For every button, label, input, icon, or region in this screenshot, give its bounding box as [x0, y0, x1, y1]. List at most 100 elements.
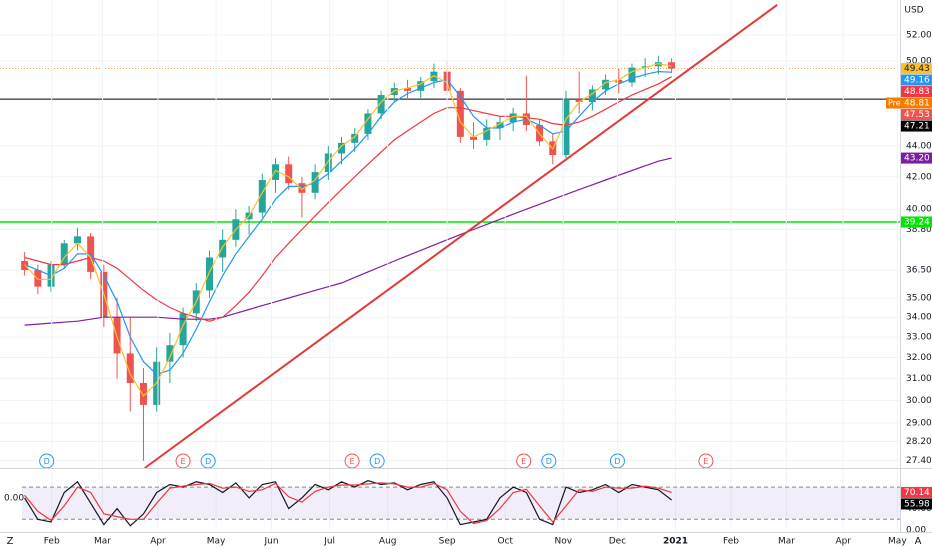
- event-label: D: [205, 457, 211, 466]
- price-label: 70.14: [904, 488, 930, 498]
- candle-body: [404, 88, 412, 91]
- price-label-bg: [901, 74, 932, 86]
- candle-body: [417, 81, 425, 91]
- candle-body: [21, 261, 29, 271]
- osc-left-label: 0.00: [4, 494, 24, 504]
- candle-body: [139, 382, 147, 405]
- candle-body: [364, 113, 372, 134]
- x-tick-label: Jul: [323, 537, 335, 547]
- candle-body: [470, 136, 478, 140]
- event-label: D: [546, 457, 552, 466]
- event-label: E: [521, 457, 526, 466]
- candle-body: [219, 239, 227, 258]
- candle-body: [324, 153, 332, 173]
- price-label-bg: [901, 97, 932, 109]
- y-tick-label: 29.00: [906, 418, 932, 428]
- x-tick-label: Apr: [150, 537, 166, 547]
- candle-body: [456, 90, 464, 137]
- x-tick-label: May: [888, 537, 907, 547]
- candle-body: [668, 62, 676, 69]
- candle-body: [615, 79, 623, 83]
- candle-body: [73, 236, 81, 244]
- x-tick-label: Oct: [497, 537, 513, 547]
- candle-body: [496, 122, 504, 129]
- price-label: 47.53: [904, 110, 930, 120]
- candle-body: [179, 313, 187, 346]
- candle-body: [562, 99, 570, 156]
- x-tick-label: Feb: [44, 537, 60, 547]
- y-tick-label: 34.00: [906, 313, 932, 323]
- y-tick-label: 30.00: [906, 396, 932, 406]
- candle-body: [602, 79, 610, 90]
- candle-body: [430, 71, 438, 82]
- price-label-bg: [901, 152, 932, 164]
- x-tick-label: Aug: [379, 537, 397, 547]
- y-tick-label: 44.00: [906, 141, 932, 151]
- price-label-bg: [901, 486, 932, 498]
- x-tick-label: Sep: [439, 537, 456, 547]
- candle-body: [126, 353, 134, 383]
- y-tick-label: 35.00: [906, 293, 932, 303]
- x-tick-label: Jun: [264, 537, 279, 547]
- candle-body: [285, 164, 293, 184]
- price-label: 43.20: [904, 154, 930, 164]
- candle-body: [351, 133, 359, 143]
- candle-body: [377, 95, 385, 114]
- y-tick-label: 52.00: [906, 30, 932, 40]
- candle-body: [60, 243, 68, 265]
- candle-body: [641, 66, 649, 68]
- candle-body: [258, 179, 266, 213]
- osc-tick-label: 0.00: [906, 526, 926, 536]
- event-label: E: [350, 457, 355, 466]
- price-label: 39.24: [904, 217, 930, 227]
- candle-body: [338, 142, 346, 154]
- y-tick-label: 36.50: [906, 266, 932, 276]
- trend-line: [144, 4, 778, 469]
- y-tick-label: 40.00: [906, 205, 932, 215]
- price-label-bg: [901, 86, 932, 98]
- price-label-bg: [901, 216, 932, 228]
- candle-body: [628, 67, 636, 83]
- y-tick-label: 33.00: [906, 333, 932, 343]
- candle-body: [575, 99, 583, 103]
- candle-body: [205, 257, 213, 291]
- corner-right[interactable]: A: [915, 536, 922, 547]
- y-tick-label: 38.80: [906, 225, 932, 235]
- event-label: D: [374, 457, 380, 466]
- price-label: 49.43: [904, 64, 930, 74]
- price-label: 48.83: [904, 87, 930, 97]
- currency: USD: [904, 6, 923, 16]
- price-label-bg: [901, 63, 932, 75]
- price-label: 55.98: [904, 499, 930, 509]
- candle-body: [588, 89, 596, 103]
- x-tick-label: Dec: [609, 537, 626, 547]
- event-label: D: [614, 457, 620, 466]
- price-label-bg: [901, 109, 932, 121]
- candle-body: [34, 270, 42, 287]
- band: [22, 487, 900, 520]
- y-tick-label: 28.20: [906, 437, 932, 447]
- candle-body: [298, 183, 306, 193]
- corner-left[interactable]: Z: [7, 536, 14, 547]
- price-label-bg: [901, 120, 932, 132]
- x-tick-label: Feb: [723, 537, 739, 547]
- candle-body: [654, 62, 662, 67]
- candle-body: [271, 164, 279, 180]
- event-label: E: [703, 457, 708, 466]
- event-label: D: [44, 457, 50, 466]
- candle-body: [509, 113, 517, 123]
- price-label: 49.16: [904, 76, 930, 86]
- x-tick-label: May: [207, 537, 226, 547]
- oscillator-line: [24, 482, 672, 525]
- price-label-prefix-bg: [886, 97, 901, 109]
- y-tick-label: 31.00: [906, 374, 932, 384]
- price-label-prefix: Pre: [888, 99, 901, 108]
- candle-body: [166, 345, 174, 362]
- x-tick-label: Apr: [835, 537, 851, 547]
- candle-body: [483, 128, 491, 140]
- candle-body: [311, 172, 319, 193]
- price-label-bg: [901, 498, 932, 510]
- y-tick-label: 42.00: [906, 172, 932, 182]
